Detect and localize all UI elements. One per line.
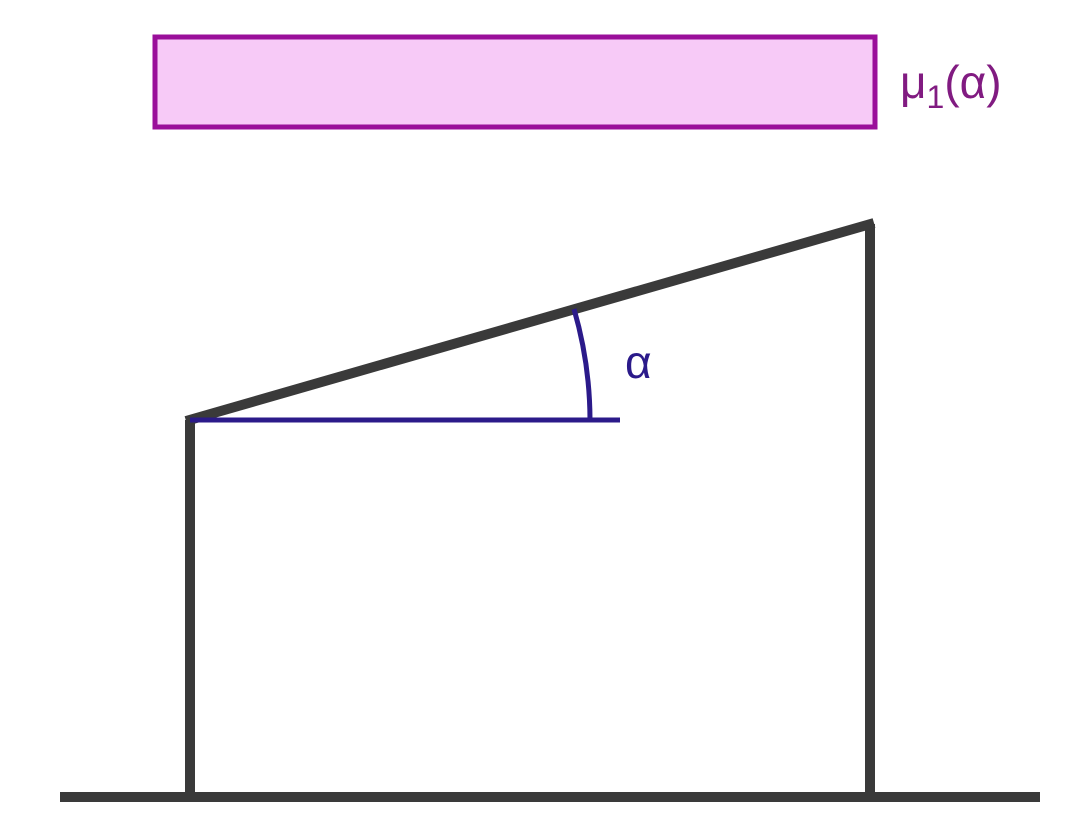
alpha-label-text: α bbox=[625, 336, 652, 388]
diagram-canvas bbox=[0, 0, 1089, 837]
mu-label: μ1(α) bbox=[900, 55, 1002, 116]
top-rectangle bbox=[155, 37, 875, 127]
mu-label-subscript: 1 bbox=[927, 79, 945, 115]
mu-label-base: μ bbox=[900, 56, 927, 108]
angle-arc bbox=[574, 309, 590, 420]
mu-label-arg: (α) bbox=[944, 56, 1001, 108]
alpha-label: α bbox=[625, 335, 652, 389]
trapezoid-top-slant bbox=[186, 223, 874, 421]
